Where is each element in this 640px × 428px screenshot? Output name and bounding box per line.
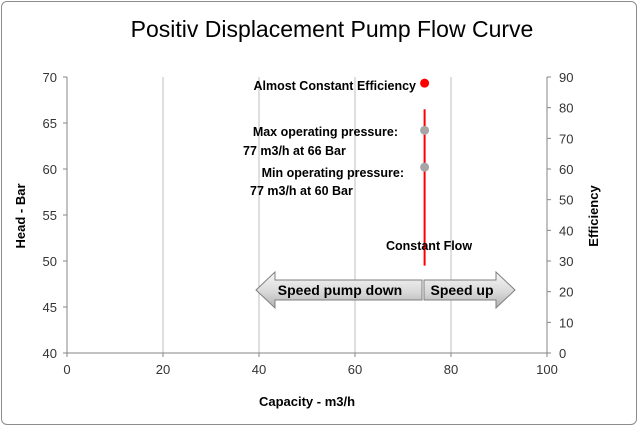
speed-down-arrow bbox=[255, 270, 423, 310]
efficiency-point bbox=[420, 78, 430, 88]
x-axis-label: Capacity - m3/h bbox=[259, 394, 355, 409]
y-tick-label-40: 40 bbox=[43, 346, 57, 361]
y2-tick-label-90: 90 bbox=[559, 70, 573, 85]
min-pressure-line1: Min operating pressure: bbox=[262, 166, 404, 180]
y-tick-label-70: 70 bbox=[43, 70, 57, 85]
y-tick-label-65: 65 bbox=[43, 116, 57, 131]
max-pressure-line1: Max operating pressure: bbox=[253, 125, 398, 139]
constant-flow-annotation: Constant Flow bbox=[386, 239, 472, 253]
y2-tick-label-50: 50 bbox=[559, 193, 573, 208]
x-tick-label-80: 80 bbox=[444, 362, 458, 377]
max-pressure-line2: 77 m3/h at 66 Bar bbox=[243, 144, 346, 158]
x-tick-label-40: 40 bbox=[252, 362, 266, 377]
operating-point-2 bbox=[420, 162, 430, 172]
y2-tick-label-20: 20 bbox=[559, 285, 573, 300]
min-pressure-line2: 77 m3/h at 60 Bar bbox=[250, 184, 353, 198]
y2-ticks: 0 10 20 30 40 50 60 70 80 90 bbox=[547, 70, 573, 361]
operating-point-1 bbox=[420, 125, 430, 135]
y-tick-label-60: 60 bbox=[43, 162, 57, 177]
x-ticks: 0 20 40 60 80 100 bbox=[63, 353, 558, 377]
marks bbox=[420, 78, 430, 266]
speed-up-arrow bbox=[423, 270, 516, 310]
y2-tick-label-40: 40 bbox=[559, 223, 573, 238]
y-ticks: 40 45 50 55 60 65 70 bbox=[43, 70, 67, 361]
x-tick-label-60: 60 bbox=[348, 362, 362, 377]
y2-tick-label-60: 60 bbox=[559, 162, 573, 177]
y-axis-label: Head - Bar bbox=[13, 183, 28, 248]
x-tick-label-0: 0 bbox=[63, 362, 70, 377]
y2-tick-label-10: 10 bbox=[559, 315, 573, 330]
speed-down-label: Speed pump down bbox=[278, 282, 402, 298]
grid bbox=[162, 77, 452, 353]
y-tick-label-50: 50 bbox=[43, 254, 57, 269]
efficiency-annotation: Almost Constant Efficiency bbox=[253, 79, 416, 93]
y2-tick-label-30: 30 bbox=[559, 254, 573, 269]
x-tick-label-20: 20 bbox=[156, 362, 170, 377]
x-tick-label-100: 100 bbox=[536, 362, 558, 377]
y2-tick-label-0: 0 bbox=[559, 346, 566, 361]
y2-axis-label: Efficiency bbox=[586, 185, 601, 247]
y-tick-label-55: 55 bbox=[43, 208, 57, 223]
speed-up-label: Speed up bbox=[430, 282, 493, 298]
chart-title: Positiv Displacement Pump Flow Curve bbox=[131, 16, 534, 42]
y2-tick-label-70: 70 bbox=[559, 131, 573, 146]
y-tick-label-45: 45 bbox=[43, 300, 57, 315]
y2-tick-label-80: 80 bbox=[559, 101, 573, 116]
